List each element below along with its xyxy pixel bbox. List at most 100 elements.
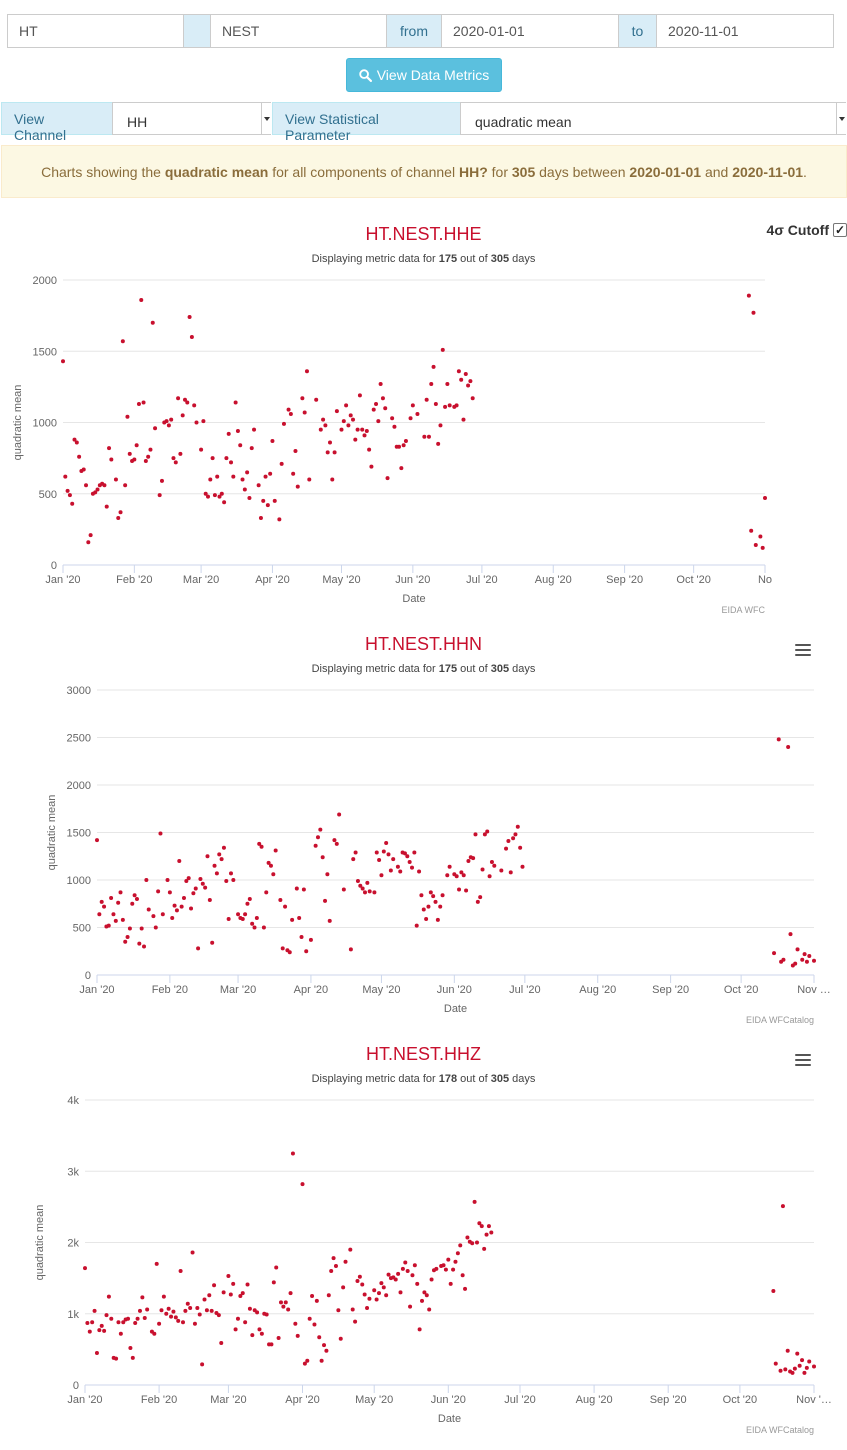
- data-point: [118, 1331, 123, 1336]
- view-data-metrics-label: View Data Metrics: [376, 67, 490, 83]
- data-point: [453, 1259, 458, 1264]
- station-input[interactable]: NEST: [210, 14, 387, 48]
- data-point: [417, 1327, 422, 1332]
- data-point: [236, 912, 241, 917]
- data-point: [257, 1327, 262, 1332]
- data-point: [369, 464, 374, 469]
- data-point: [193, 886, 198, 891]
- data-point: [118, 890, 123, 895]
- x-tick-label: Jan '20: [45, 574, 80, 586]
- alert-channel: HH?: [458, 163, 488, 180]
- data-point: [143, 458, 148, 463]
- data-point: [240, 916, 245, 921]
- data-point: [159, 478, 164, 483]
- data-point: [167, 890, 172, 895]
- data-point: [339, 427, 344, 432]
- data-point: [448, 1281, 453, 1286]
- data-point: [194, 420, 199, 425]
- data-point: [324, 1348, 329, 1353]
- data-point: [479, 1224, 484, 1229]
- channel-select[interactable]: HH: [112, 102, 271, 135]
- data-point: [171, 456, 176, 461]
- data-point: [390, 416, 395, 421]
- data-point: [261, 498, 266, 503]
- data-point: [198, 877, 203, 882]
- data-point: [202, 1297, 207, 1302]
- data-point: [419, 893, 424, 898]
- data-point: [206, 494, 211, 499]
- data-point: [152, 1331, 157, 1336]
- data-point: [104, 504, 109, 509]
- data-point: [412, 850, 417, 855]
- data-point: [281, 421, 286, 426]
- data-point: [114, 1356, 119, 1361]
- data-point: [800, 957, 805, 962]
- data-point: [398, 1290, 403, 1295]
- x-tick-label: Oct '20: [723, 1394, 758, 1406]
- data-point: [322, 1343, 327, 1348]
- data-point: [424, 1293, 429, 1298]
- y-axis-title: quadratic mean: [12, 385, 24, 461]
- data-point: [344, 403, 349, 408]
- data-point: [169, 1314, 174, 1319]
- data-point: [178, 1269, 183, 1273]
- data-point: [407, 859, 412, 864]
- x-tick-label: May '20: [355, 1394, 393, 1406]
- chart-menu-icon[interactable]: [794, 643, 812, 657]
- data-point: [268, 471, 273, 476]
- data-point: [120, 339, 125, 344]
- data-point: [438, 423, 443, 428]
- data-point: [466, 383, 471, 388]
- data-point: [278, 897, 283, 902]
- network-input[interactable]: HT: [7, 14, 184, 48]
- data-point: [247, 496, 252, 501]
- data-point: [405, 1269, 410, 1273]
- data-point: [106, 923, 111, 928]
- data-point: [443, 404, 448, 409]
- data-point: [443, 1267, 448, 1272]
- data-point: [377, 858, 382, 863]
- data-point: [362, 890, 367, 895]
- data-point: [65, 488, 70, 493]
- data-point: [77, 454, 82, 459]
- data-point: [264, 890, 269, 895]
- data-point: [518, 845, 523, 850]
- data-point: [374, 1297, 379, 1302]
- data-point: [459, 870, 464, 875]
- data-point: [348, 1247, 353, 1252]
- data-point: [374, 850, 379, 855]
- chart-menu-icon[interactable]: [794, 1053, 812, 1067]
- data-point: [61, 359, 65, 364]
- data-point: [341, 1285, 346, 1290]
- data-point: [772, 951, 777, 956]
- data-point: [434, 1266, 439, 1271]
- data-point: [463, 1286, 468, 1291]
- alert-mid3: days between: [539, 163, 626, 180]
- subtitle-pre: Displaying metric data for: [311, 663, 436, 675]
- data-point: [63, 474, 68, 479]
- data-point: [95, 838, 99, 843]
- parameter-select-value: quadratic mean: [475, 114, 572, 130]
- data-point: [372, 890, 377, 895]
- data-point: [157, 493, 162, 498]
- parameter-select[interactable]: quadratic mean: [460, 102, 846, 135]
- data-point: [399, 466, 404, 471]
- data-point: [226, 431, 231, 436]
- data-point: [773, 1361, 778, 1366]
- subtitle-count: 178: [435, 1073, 458, 1085]
- data-point: [355, 427, 360, 432]
- data-point: [216, 1313, 221, 1318]
- chart-ht-nest-hhn: HT.NEST.HHN Displaying metric data for 17…: [0, 630, 847, 1040]
- data-point: [336, 1308, 341, 1313]
- data-point: [245, 901, 250, 906]
- data-point: [489, 1230, 494, 1235]
- data-point: [201, 419, 206, 424]
- data-point: [753, 543, 758, 548]
- view-data-metrics-button[interactable]: View Data Metrics: [346, 58, 502, 92]
- data-point: [327, 440, 332, 445]
- data-point: [150, 320, 155, 325]
- end-date-input[interactable]: 2020-11-01: [656, 14, 834, 48]
- start-date-input[interactable]: 2020-01-01: [441, 14, 619, 48]
- data-point: [87, 1329, 92, 1334]
- data-point: [778, 1368, 783, 1373]
